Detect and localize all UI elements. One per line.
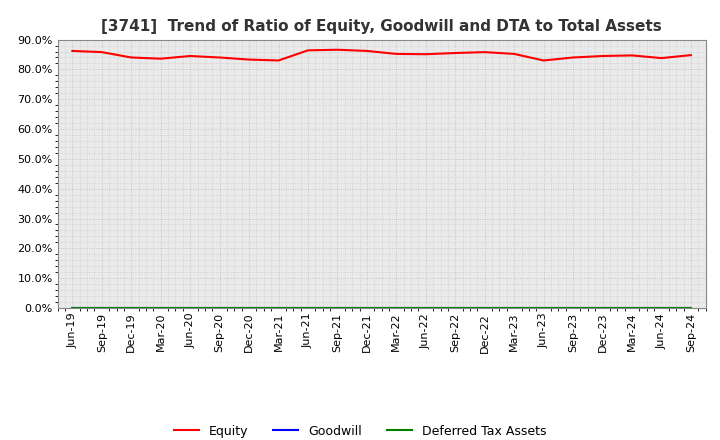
Equity (245, 57, 253, 62)
Goodwill (569, 305, 577, 311)
Deferred Tax Assets (510, 305, 518, 311)
Goodwill (539, 305, 548, 311)
Deferred Tax Assets (539, 305, 548, 311)
Goodwill (186, 305, 194, 311)
Goodwill (363, 305, 372, 311)
Deferred Tax Assets (392, 305, 400, 311)
Deferred Tax Assets (274, 305, 283, 311)
Goodwill (451, 305, 459, 311)
Equity (274, 58, 283, 63)
Legend: Equity, Goodwill, Deferred Tax Assets: Equity, Goodwill, Deferred Tax Assets (168, 420, 552, 440)
Equity (156, 56, 165, 61)
Deferred Tax Assets (598, 305, 607, 311)
Goodwill (392, 305, 400, 311)
Deferred Tax Assets (333, 305, 342, 311)
Deferred Tax Assets (421, 305, 430, 311)
Equity (657, 55, 666, 61)
Goodwill (333, 305, 342, 311)
Deferred Tax Assets (156, 305, 165, 311)
Equity (392, 51, 400, 57)
Goodwill (156, 305, 165, 311)
Equity (68, 48, 76, 54)
Equity (451, 50, 459, 55)
Goodwill (127, 305, 135, 311)
Goodwill (304, 305, 312, 311)
Deferred Tax Assets (68, 305, 76, 311)
Goodwill (510, 305, 518, 311)
Deferred Tax Assets (245, 305, 253, 311)
Title: [3741]  Trend of Ratio of Equity, Goodwill and DTA to Total Assets: [3741] Trend of Ratio of Equity, Goodwil… (102, 19, 662, 34)
Equity (97, 49, 106, 55)
Deferred Tax Assets (363, 305, 372, 311)
Goodwill (274, 305, 283, 311)
Goodwill (215, 305, 224, 311)
Goodwill (97, 305, 106, 311)
Deferred Tax Assets (186, 305, 194, 311)
Equity (510, 51, 518, 57)
Deferred Tax Assets (451, 305, 459, 311)
Goodwill (657, 305, 666, 311)
Goodwill (598, 305, 607, 311)
Goodwill (628, 305, 636, 311)
Equity (186, 53, 194, 59)
Goodwill (687, 305, 696, 311)
Deferred Tax Assets (657, 305, 666, 311)
Equity (363, 48, 372, 54)
Deferred Tax Assets (628, 305, 636, 311)
Equity (215, 55, 224, 60)
Equity (333, 47, 342, 52)
Deferred Tax Assets (97, 305, 106, 311)
Equity (127, 55, 135, 60)
Equity (304, 48, 312, 53)
Equity (539, 58, 548, 63)
Equity (421, 51, 430, 57)
Line: Equity: Equity (72, 50, 691, 60)
Equity (480, 49, 489, 55)
Goodwill (245, 305, 253, 311)
Equity (598, 53, 607, 59)
Goodwill (421, 305, 430, 311)
Deferred Tax Assets (127, 305, 135, 311)
Deferred Tax Assets (569, 305, 577, 311)
Deferred Tax Assets (215, 305, 224, 311)
Equity (628, 53, 636, 58)
Equity (569, 55, 577, 60)
Deferred Tax Assets (687, 305, 696, 311)
Goodwill (480, 305, 489, 311)
Deferred Tax Assets (480, 305, 489, 311)
Equity (687, 52, 696, 58)
Goodwill (68, 305, 76, 311)
Deferred Tax Assets (304, 305, 312, 311)
